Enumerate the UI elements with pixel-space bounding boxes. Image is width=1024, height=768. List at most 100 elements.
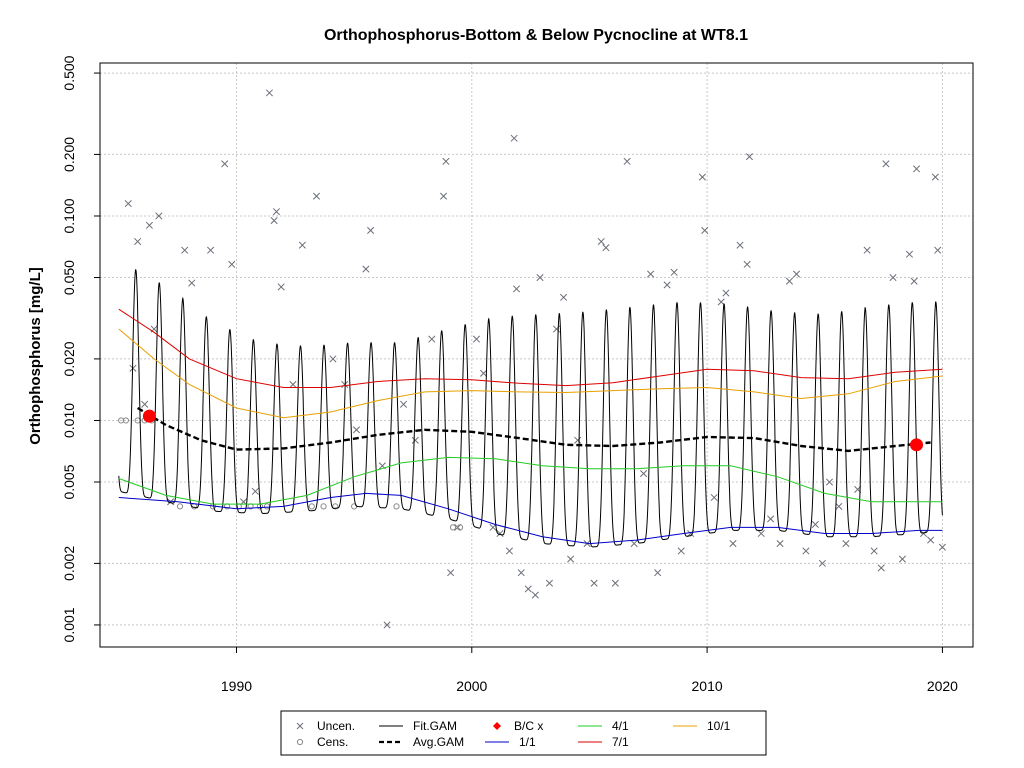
uncen-point — [329, 355, 337, 363]
uncen-point-stroke — [181, 246, 189, 254]
uncen-point — [428, 335, 436, 343]
uncen-point — [597, 237, 605, 246]
uncen-point-stroke — [272, 208, 281, 216]
uncen-point-stroke — [265, 89, 273, 97]
cens-point — [122, 417, 129, 424]
uncen-point — [545, 579, 553, 587]
uncen-point-stroke — [934, 246, 942, 254]
uncen-point-stroke — [188, 279, 196, 287]
uncen-point-stroke — [480, 369, 488, 377]
cens-point — [176, 503, 184, 510]
uncen-point — [496, 529, 504, 538]
uncen-point-stroke — [228, 260, 236, 268]
uncen-point-stroke — [647, 270, 655, 278]
uncen-point-stroke — [743, 260, 751, 268]
uncen-point — [717, 298, 725, 306]
bc-point — [142, 409, 156, 423]
uncen-point — [312, 192, 321, 200]
uncen-point-stroke — [536, 273, 544, 282]
y-tick-label: 0.020 — [61, 341, 77, 376]
uncen-point-stroke — [124, 200, 132, 208]
uncen-point-stroke — [811, 520, 819, 529]
y-tick-label: 0.002 — [61, 546, 77, 581]
uncen-point-stroke — [722, 289, 730, 297]
y-axis-label: Orthophosphorus [mg/L] — [27, 267, 44, 444]
x-tick-label: 2010 — [692, 678, 723, 694]
series-line-41 — [118, 456, 943, 505]
uncen-point-stroke — [167, 498, 175, 506]
uncen-point-stroke — [277, 283, 285, 291]
uncen-point — [670, 268, 678, 276]
x-tick-label: 2020 — [927, 678, 958, 694]
uncen-point-stroke — [367, 226, 375, 234]
uncen-point — [536, 273, 544, 282]
uncen-point-stroke — [785, 277, 794, 285]
uncen-point-stroke — [145, 221, 153, 229]
uncen-point — [574, 436, 582, 444]
cens-point — [332, 503, 339, 510]
uncen-point-stroke — [611, 579, 619, 587]
uncen-point-stroke — [512, 285, 521, 293]
legend-cens-key — [296, 738, 304, 746]
uncen-point-stroke — [428, 335, 436, 343]
uncen-point-stroke — [889, 273, 897, 282]
legend-11-label: 1/1 — [519, 735, 536, 749]
uncen-point-stroke — [602, 244, 610, 252]
uncen-point — [877, 564, 885, 572]
y-tick-label: 0.010 — [61, 403, 77, 438]
uncen-point-stroke — [524, 585, 532, 593]
uncen-point — [736, 241, 744, 249]
uncen-point-stroke — [825, 478, 834, 486]
uncen-point — [767, 515, 775, 523]
uncen-point — [745, 153, 754, 161]
uncen-point — [505, 547, 513, 555]
uncen-point — [811, 520, 819, 529]
uncen-point — [270, 216, 278, 225]
uncen-point — [439, 192, 448, 200]
uncen-point-stroke — [677, 547, 685, 555]
uncen-point-stroke — [383, 621, 391, 629]
uncen-point-stroke — [736, 241, 744, 249]
uncen-point-stroke — [505, 547, 513, 555]
uncen-point-stroke — [447, 569, 455, 577]
grid-lines — [100, 63, 973, 647]
cens-point — [456, 524, 464, 531]
series-line-71 — [118, 308, 943, 388]
uncen-point — [145, 221, 153, 229]
uncen-point-stroke — [905, 250, 914, 258]
uncen-point — [134, 237, 142, 246]
uncen-point-stroke — [221, 160, 229, 168]
legend-cens-label: Cens. — [317, 735, 348, 749]
uncen-point-stroke — [792, 270, 801, 278]
uncen-point — [228, 260, 236, 268]
uncen-point-stroke — [745, 153, 754, 161]
uncen-point — [889, 273, 897, 282]
uncen-point — [912, 165, 921, 173]
uncen-point-stroke — [289, 380, 297, 389]
uncen-point-stroke — [920, 529, 928, 538]
uncen-point-stroke — [329, 355, 337, 363]
uncen-point-stroke — [882, 160, 890, 168]
uncen-point-stroke — [912, 165, 921, 173]
uncen-point-stroke — [767, 515, 775, 523]
uncen-point — [265, 89, 273, 97]
uncen-point — [920, 529, 928, 538]
uncen-point-stroke — [251, 487, 259, 495]
uncen-point — [630, 540, 638, 548]
uncen-point-stroke — [818, 559, 826, 567]
uncen-point-stroke — [757, 529, 765, 538]
uncen-point — [272, 208, 281, 216]
uncen-point — [842, 540, 850, 548]
uncen-point-stroke — [597, 237, 605, 246]
uncen-point-stroke — [698, 173, 706, 181]
uncen-point-stroke — [710, 493, 718, 502]
legend-uncen-label: Uncen. — [317, 719, 355, 733]
y-tick-label: 0.100 — [61, 198, 77, 233]
uncen-point-stroke — [701, 226, 709, 234]
uncen-point — [480, 369, 488, 377]
uncen-point — [167, 498, 175, 506]
uncen-point — [341, 380, 349, 389]
uncen-point-stroke — [835, 502, 843, 510]
uncen-point — [181, 246, 189, 254]
